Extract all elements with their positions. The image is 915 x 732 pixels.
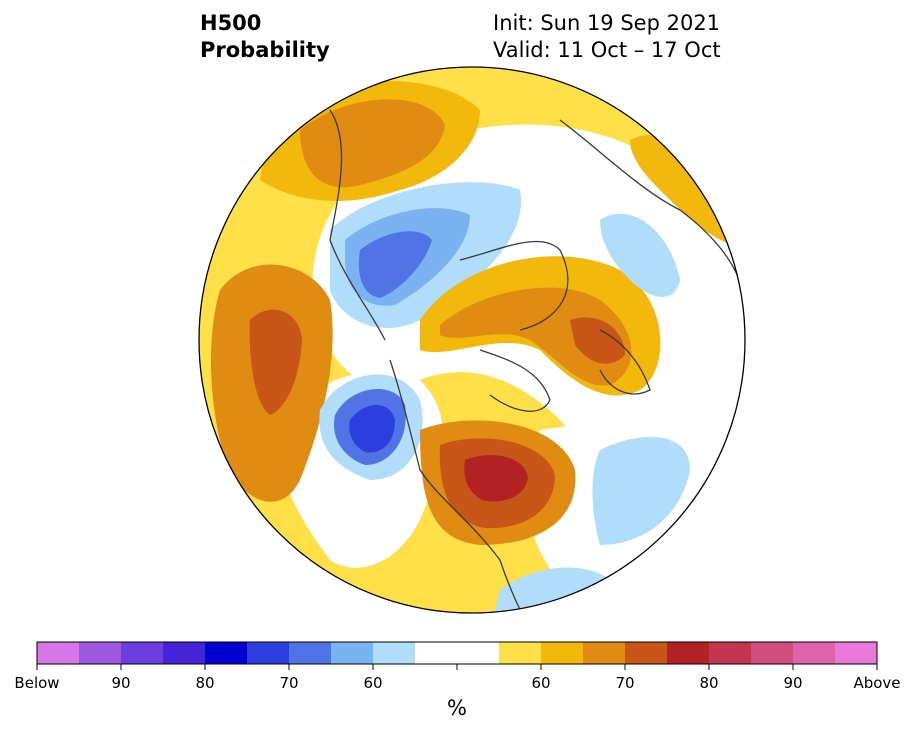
colorbar-label: 70 [279, 674, 299, 692]
colorbar-label: 80 [699, 674, 719, 692]
colorbar-unit: % [447, 696, 467, 720]
colorbar-cell [247, 642, 290, 664]
colorbar-label: Below [14, 674, 60, 692]
colorbar-cell [415, 642, 458, 664]
title-variable: H500 [200, 11, 262, 35]
colorbar-cell [79, 642, 122, 664]
title-init: Init: Sun 19 Sep 2021 [493, 11, 721, 35]
colorbar [36, 641, 878, 670]
colorbar-cell [331, 642, 374, 664]
colorbar-cell [835, 642, 878, 664]
map-title-dates: Init: Sun 19 Sep 2021 Valid: 11 Oct – 17… [493, 10, 721, 64]
colorbar-cell [667, 642, 710, 664]
colorbar-cell [289, 642, 332, 664]
colorbar-cell [793, 642, 836, 664]
colorbar-cell [541, 642, 584, 664]
colorbar-cell [709, 642, 752, 664]
colorbar-label: 60 [531, 674, 551, 692]
colorbar-label: Above [853, 674, 901, 692]
colorbar-cell [121, 642, 164, 664]
colorbar-cell [373, 642, 416, 664]
colorbar-cell [751, 642, 794, 664]
title-valid: Valid: 11 Oct – 17 Oct [493, 38, 721, 62]
colorbar-label: 80 [195, 674, 215, 692]
title-kind: Probability [200, 38, 330, 62]
colorbar-cell [163, 642, 206, 664]
colorbar-cell [457, 642, 500, 664]
colorbar-cell [625, 642, 668, 664]
colorbar-cell [205, 642, 248, 664]
colorbar-label: 60 [363, 674, 383, 692]
colorbar-label: 90 [783, 674, 803, 692]
polar-map [198, 66, 746, 614]
colorbar-label: 90 [111, 674, 131, 692]
colorbar-label: 70 [615, 674, 635, 692]
colorbar-cell [583, 642, 626, 664]
colorbar-cell [37, 642, 80, 664]
map-title-variable: H500 Probability [200, 10, 330, 64]
globe-outline [198, 66, 746, 614]
probability-field [199, 67, 745, 613]
colorbar-cell [499, 642, 542, 664]
